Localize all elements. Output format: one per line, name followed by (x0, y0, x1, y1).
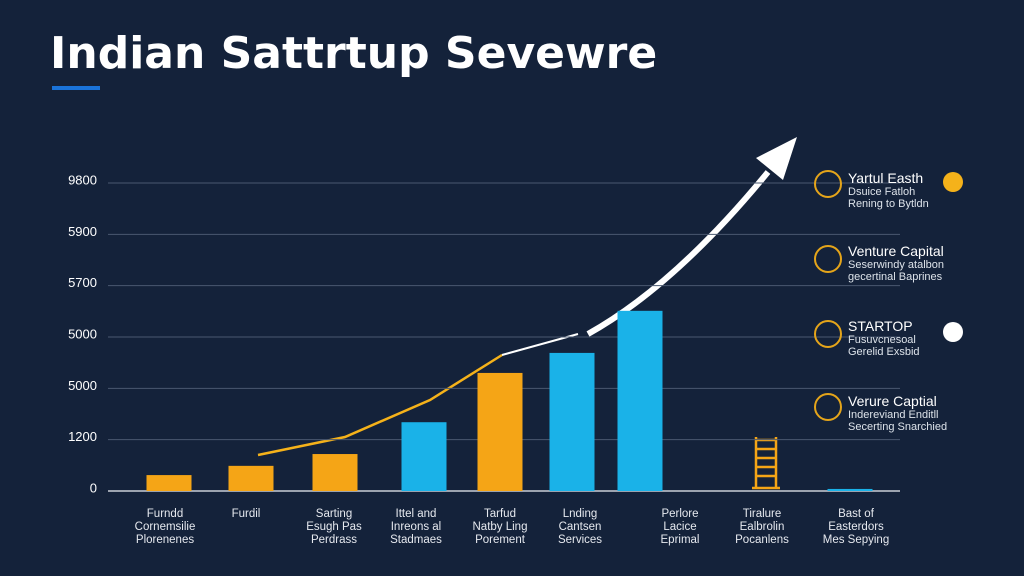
chart-title: Indian Sattrtup Sevewre (50, 28, 658, 79)
legend-item: Yartul Easth Dsuice Fatloh Rening to Bytld… (848, 170, 929, 210)
legend-icon (814, 170, 842, 198)
y-tick-label: 1200 (68, 429, 97, 444)
legend-text: gecertinal Baprines (848, 271, 943, 283)
x-tick-label: Bast of Easterdors Mes Sepying (822, 508, 890, 546)
y-tick-label: 0 (90, 480, 97, 495)
ladder-icon (752, 437, 780, 490)
bar (617, 310, 663, 491)
x-tick-label: Sarting Esugh Pas Perdrass (306, 508, 362, 546)
legend-badge (943, 322, 963, 342)
bar (401, 422, 447, 491)
legend-icon (814, 320, 842, 348)
legend-text: Dsuice Fatloh (848, 186, 916, 198)
y-tick-label: 5900 (68, 224, 97, 239)
y-tick-label: 5000 (68, 326, 97, 341)
legend-text: Rening to Bytldn (848, 198, 929, 210)
y-tick-label: 5000 (68, 378, 97, 393)
legend-title: Venture Capital (848, 243, 944, 259)
arrow-head (756, 137, 797, 180)
x-tick-label: Lnding Cantsen Services (557, 508, 603, 546)
legend-title: Yartul Easth (848, 170, 924, 186)
legend-item: STARTOP Fusuvcnesoal Gerelid Exsbid (848, 318, 920, 358)
legend-item: Venture Capital Seserwindy atalbon gecerti… (848, 243, 944, 283)
title-underline (52, 86, 100, 90)
legend-item: Verure Captial Indereviand Enditll Secerti… (848, 393, 947, 433)
bar (312, 454, 358, 491)
x-tick-label: Tarfud Natby Ling Porement (472, 508, 528, 546)
x-tick-label: Furdil (231, 508, 261, 520)
x-tick-label: Tiralure Ealbrolin Pocanlens (735, 508, 789, 546)
bar (228, 465, 274, 491)
legend-icon (814, 245, 842, 273)
legend-text: Indereviand Enditll (848, 409, 939, 421)
trend-line (257, 353, 503, 457)
legend-title: Verure Captial (848, 393, 937, 409)
trend-arrow (586, 170, 771, 337)
bar (549, 352, 595, 491)
legend-text: Secerting Snarchied (848, 421, 948, 433)
bar (477, 372, 523, 491)
legend-icon (814, 393, 842, 421)
legend-title: STARTOP (848, 318, 913, 334)
y-tick-label: 5700 (68, 275, 97, 290)
legend-badge (943, 172, 963, 192)
x-tick-label: Perlore Lacice Eprimal (660, 508, 700, 546)
legend-text: Seserwindy atalbon (848, 259, 945, 271)
y-tick-label: 9800 (68, 172, 97, 187)
bar (827, 488, 873, 491)
legend-text: Fusuvcnesoal (848, 334, 916, 346)
x-tick-label: Ittel and Inreons al Stadmaes (390, 508, 442, 546)
x-tick-label: Furndd Cornemsilie Plorenenes (134, 508, 196, 546)
bar (146, 475, 192, 491)
legend-text: Gerelid Exsbid (848, 346, 920, 358)
